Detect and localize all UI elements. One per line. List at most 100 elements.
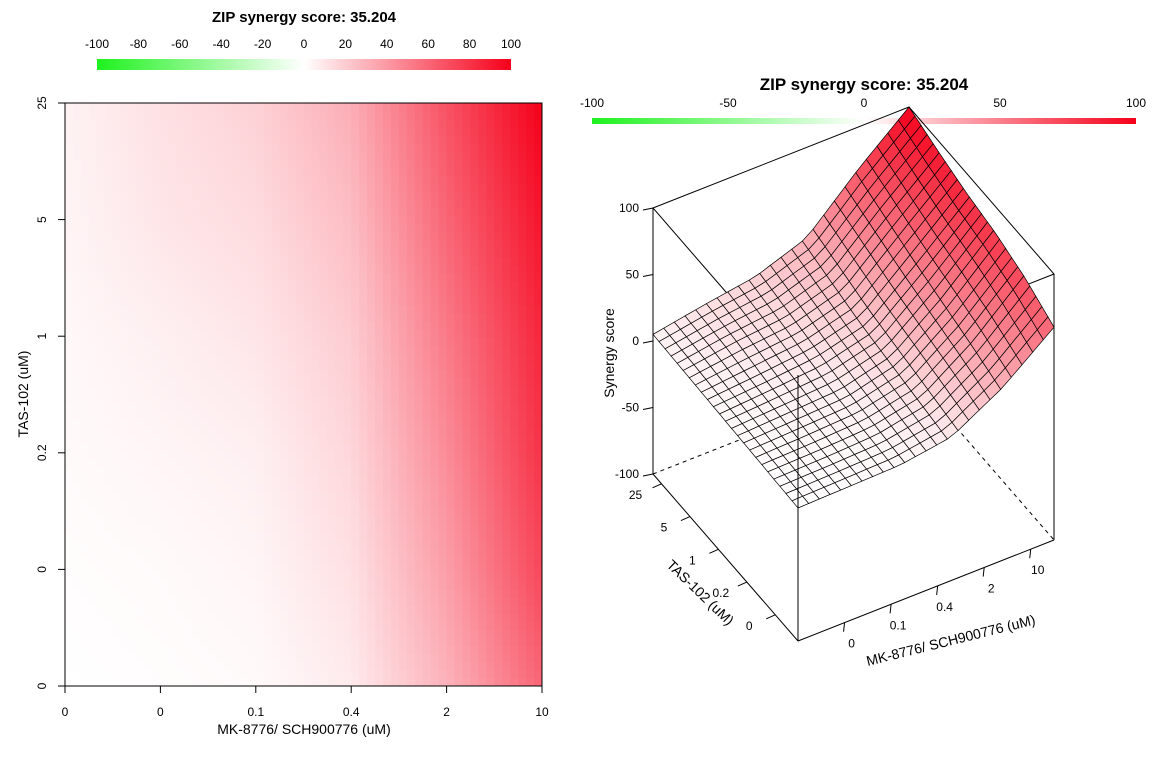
heatmap-cell [65,588,74,598]
heatmap-cell [136,378,146,388]
heatmap-cell [422,515,432,525]
heatmap-cell [494,175,503,185]
heatmap-cell [319,273,328,282]
heatmap-cell [160,264,169,274]
heatmap-cell [168,386,177,396]
heatmap-cell [327,224,336,234]
heatmap-cell [414,240,424,250]
heatmap-cell [168,224,177,234]
heatmap-cell [263,378,273,388]
heatmap-cell [502,232,511,242]
heatmap-cell [255,499,265,509]
heatmap-cell [216,127,225,136]
surface-mesh-cell [791,495,810,509]
heatmap-cell [287,653,297,663]
heatmap-cell [406,151,416,161]
heatmap-cell [414,556,424,566]
heatmap-cell [470,540,479,549]
heatmap-cell [88,273,98,282]
heatmap-cell [287,167,297,177]
heatmap-cell [255,410,265,420]
heatmap-cell [287,256,297,266]
heatmap-cell [526,572,535,582]
heatmap-cell [518,159,527,169]
heatmap-cell [168,532,177,541]
heatmap-cell [128,248,138,258]
heatmap-cell [438,386,448,396]
heatmap-cell [231,313,241,323]
heatmap-cell [430,613,440,622]
heatmap-cell [263,321,273,331]
heatmap-cell [351,289,360,298]
heatmap-cell [414,605,424,614]
heatmap-cell [208,515,217,525]
heatmap-cell [343,167,352,177]
heatmap-cell [128,183,138,193]
heatmap-cell [128,111,138,120]
heatmap-cell [454,127,464,136]
heatmap-cell [375,637,384,647]
heatmap-cell [359,127,368,136]
heatmap-cell [502,200,511,209]
heatmap-cell [327,127,336,136]
heatmap-cell [96,418,106,428]
heatmap-cell [120,515,130,525]
heatmap-colorbar-tick: -40 [213,37,231,51]
heatmap-cell [279,418,289,428]
heatmap-cell [367,305,376,315]
heatmap-cell [295,273,305,282]
heatmap-cell [438,483,448,493]
heatmap-cell [462,653,472,663]
heatmap-cell [470,483,479,493]
heatmap-cell [518,540,527,549]
heatmap-cell [208,370,217,379]
heatmap-cell [65,143,74,153]
heatmap-cell [224,443,233,452]
heatmap-cell [406,111,416,120]
heatmap-cell [478,540,487,549]
heatmap-cell [247,548,257,558]
heatmap-cell [208,208,217,217]
heatmap-cell [136,394,146,404]
heatmap-cell [279,313,289,323]
heatmap-cell [454,653,464,663]
heatmap-cell [414,443,424,452]
heatmap-cell [438,159,448,169]
heatmap-cell [462,475,472,485]
heatmap-cell [327,386,336,396]
heatmap-cell [359,103,368,112]
heatmap-cell [494,564,503,574]
heatmap-cell [144,378,154,388]
heatmap-cell [454,273,464,282]
heatmap-cell [470,192,479,201]
heatmap-cell [255,451,265,460]
heatmap-cell [526,499,535,509]
heatmap-cell [120,281,130,290]
heatmap-cell [136,111,146,120]
heatmap-cell [438,451,448,460]
heatmap-cell [239,637,249,647]
heatmap-cell [303,200,313,209]
heatmap-cell [446,386,456,396]
heatmap-cell [279,159,289,169]
heatmap-cell [375,159,384,169]
heatmap-cell [263,208,273,217]
heatmap-cell [176,394,185,404]
heatmap-cell [470,459,479,468]
heatmap-cell [526,224,535,234]
heatmap-cell [184,119,193,128]
heatmap-cell [351,281,360,290]
heatmap-cell [295,264,305,274]
heatmap-cell [327,321,336,331]
heatmap-cell [494,661,503,671]
heatmap-cell [263,426,273,436]
heatmap-cell [526,216,535,226]
heatmap-cell [502,159,511,169]
heatmap-cell [526,135,535,145]
heatmap-cell [422,143,432,153]
heatmap-cell [168,183,177,193]
heatmap-cell [335,515,344,525]
heatmap-cell [255,248,265,258]
heatmap-cell [152,208,161,217]
heatmap-cell [184,183,193,193]
